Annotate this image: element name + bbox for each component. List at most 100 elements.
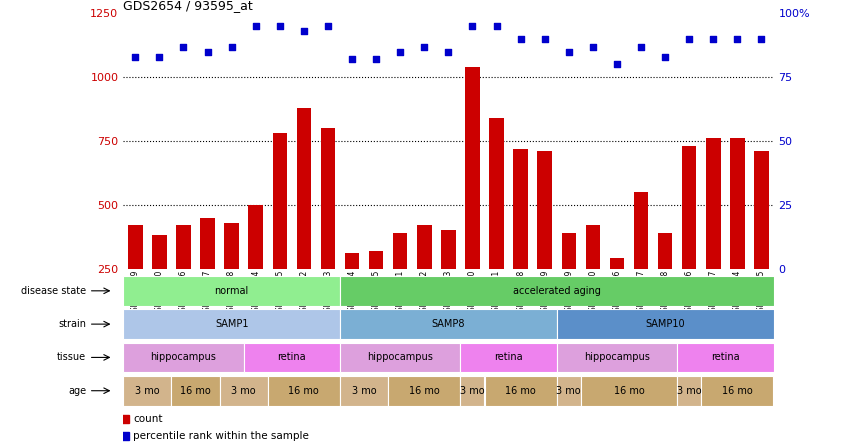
Bar: [557, 309, 774, 339]
Bar: [677, 342, 774, 373]
Text: 16 mo: 16 mo: [180, 386, 211, 396]
Bar: [340, 342, 461, 373]
Text: 16 mo: 16 mo: [722, 386, 753, 396]
Point: [297, 28, 310, 35]
Point: [273, 23, 286, 30]
Bar: [634, 192, 649, 333]
Bar: [268, 376, 340, 406]
Text: GDS2654 / 93595_at: GDS2654 / 93595_at: [123, 0, 253, 12]
Bar: [340, 276, 774, 306]
Point: [562, 48, 575, 55]
Text: count: count: [133, 414, 162, 424]
Point: [152, 53, 166, 60]
Text: 3 mo: 3 mo: [460, 386, 484, 396]
Bar: [340, 309, 557, 339]
Bar: [701, 376, 774, 406]
Point: [345, 56, 359, 63]
Bar: [123, 342, 244, 373]
Text: hippocampus: hippocampus: [367, 353, 434, 362]
Point: [321, 23, 335, 30]
Bar: [461, 376, 484, 406]
Point: [177, 43, 190, 50]
Bar: [123, 376, 172, 406]
Point: [658, 53, 672, 60]
Point: [730, 36, 744, 43]
Bar: [123, 309, 340, 339]
Bar: [537, 151, 552, 333]
Point: [490, 23, 503, 30]
Bar: [417, 225, 432, 333]
Point: [466, 23, 479, 30]
Text: accelerated aging: accelerated aging: [513, 286, 601, 296]
Bar: [730, 139, 745, 333]
Bar: [244, 342, 340, 373]
Point: [513, 36, 527, 43]
Bar: [201, 218, 215, 333]
Text: disease state: disease state: [21, 286, 86, 296]
Text: 16 mo: 16 mo: [614, 386, 644, 396]
Text: percentile rank within the sample: percentile rank within the sample: [133, 432, 309, 441]
Point: [201, 48, 214, 55]
Bar: [340, 376, 388, 406]
Text: hippocampus: hippocampus: [584, 353, 650, 362]
Bar: [586, 225, 600, 333]
Text: retina: retina: [711, 353, 740, 362]
Bar: [513, 149, 528, 333]
Point: [394, 48, 407, 55]
Text: retina: retina: [277, 353, 306, 362]
Bar: [224, 223, 239, 333]
Bar: [152, 235, 167, 333]
Bar: [128, 225, 143, 333]
Text: retina: retina: [494, 353, 523, 362]
Text: SAMP1: SAMP1: [215, 319, 248, 329]
Point: [634, 43, 648, 50]
Bar: [320, 128, 335, 333]
Bar: [581, 376, 677, 406]
Text: 16 mo: 16 mo: [409, 386, 439, 396]
Point: [706, 36, 720, 43]
Text: 3 mo: 3 mo: [677, 386, 701, 396]
Bar: [441, 230, 456, 333]
Point: [586, 43, 599, 50]
Point: [128, 53, 142, 60]
Bar: [219, 376, 268, 406]
Bar: [388, 376, 461, 406]
Bar: [172, 376, 219, 406]
Point: [369, 56, 382, 63]
Bar: [557, 342, 677, 373]
Bar: [248, 205, 263, 333]
Point: [683, 36, 696, 43]
Text: normal: normal: [214, 286, 249, 296]
Bar: [706, 139, 721, 333]
Point: [417, 43, 431, 50]
Point: [441, 48, 455, 55]
Text: 3 mo: 3 mo: [352, 386, 377, 396]
Bar: [345, 253, 360, 333]
Bar: [123, 276, 340, 306]
Bar: [609, 258, 624, 333]
Bar: [658, 233, 672, 333]
Bar: [557, 376, 581, 406]
Bar: [465, 67, 479, 333]
Text: 16 mo: 16 mo: [505, 386, 536, 396]
Text: hippocampus: hippocampus: [150, 353, 217, 362]
Text: 3 mo: 3 mo: [557, 386, 581, 396]
Bar: [461, 342, 557, 373]
Text: 3 mo: 3 mo: [231, 386, 256, 396]
Text: tissue: tissue: [57, 353, 86, 362]
Text: 16 mo: 16 mo: [288, 386, 320, 396]
Bar: [677, 376, 701, 406]
Text: 3 mo: 3 mo: [135, 386, 160, 396]
Text: age: age: [68, 386, 86, 396]
Bar: [369, 251, 383, 333]
Bar: [682, 146, 696, 333]
Point: [249, 23, 263, 30]
Text: strain: strain: [59, 319, 86, 329]
Bar: [176, 225, 190, 333]
Bar: [297, 108, 311, 333]
Text: SAMP8: SAMP8: [432, 319, 465, 329]
Point: [538, 36, 552, 43]
Bar: [393, 233, 407, 333]
Bar: [754, 151, 768, 333]
Bar: [562, 233, 576, 333]
